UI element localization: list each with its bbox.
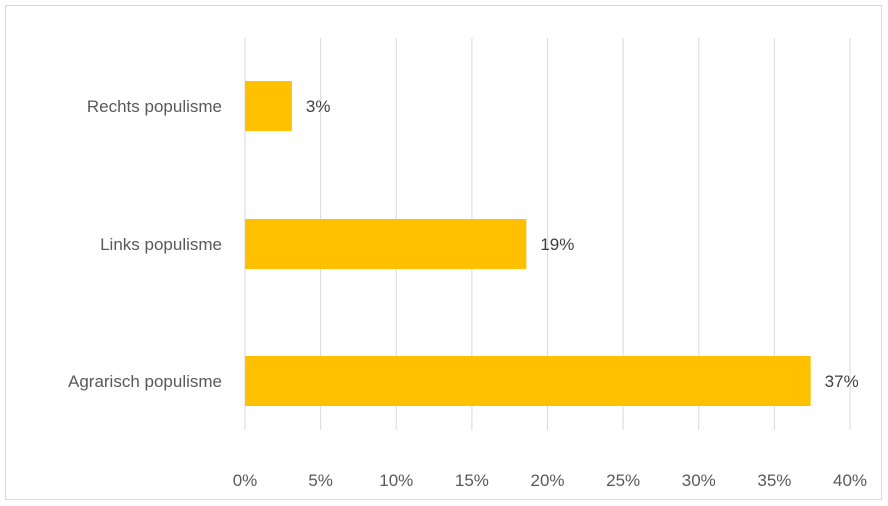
bars bbox=[245, 81, 811, 406]
bar-1 bbox=[245, 219, 527, 269]
x-tick-label-1: 5% bbox=[308, 471, 333, 490]
x-tick-label-8: 40% bbox=[833, 471, 867, 490]
data-label-2: 37% bbox=[825, 372, 859, 391]
data-labels: 3% 19% 37% bbox=[306, 97, 859, 391]
x-tick-label-3: 15% bbox=[455, 471, 489, 490]
x-tick-label-7: 35% bbox=[757, 471, 791, 490]
x-tick-label-6: 30% bbox=[682, 471, 716, 490]
bar-2 bbox=[245, 356, 811, 406]
category-label-0: Rechts populisme bbox=[87, 97, 222, 116]
chart-frame bbox=[5, 5, 882, 500]
data-label-1: 19% bbox=[540, 235, 574, 254]
bar-0 bbox=[245, 81, 292, 131]
x-axis-tick-labels: 0% 5% 10% 15% 20% 25% 30% 35% 40% bbox=[233, 471, 867, 490]
data-label-0: 3% bbox=[306, 97, 331, 116]
category-label-1: Links populisme bbox=[100, 235, 222, 254]
x-tick-label-0: 0% bbox=[233, 471, 258, 490]
x-tick-label-4: 20% bbox=[530, 471, 564, 490]
category-labels: Rechts populisme Links populisme Agrarisch… bbox=[68, 97, 222, 391]
x-tick-label-5: 25% bbox=[606, 471, 640, 490]
category-label-2: Agrarisch populisme bbox=[68, 372, 222, 391]
x-tick-label-2: 10% bbox=[379, 471, 413, 490]
